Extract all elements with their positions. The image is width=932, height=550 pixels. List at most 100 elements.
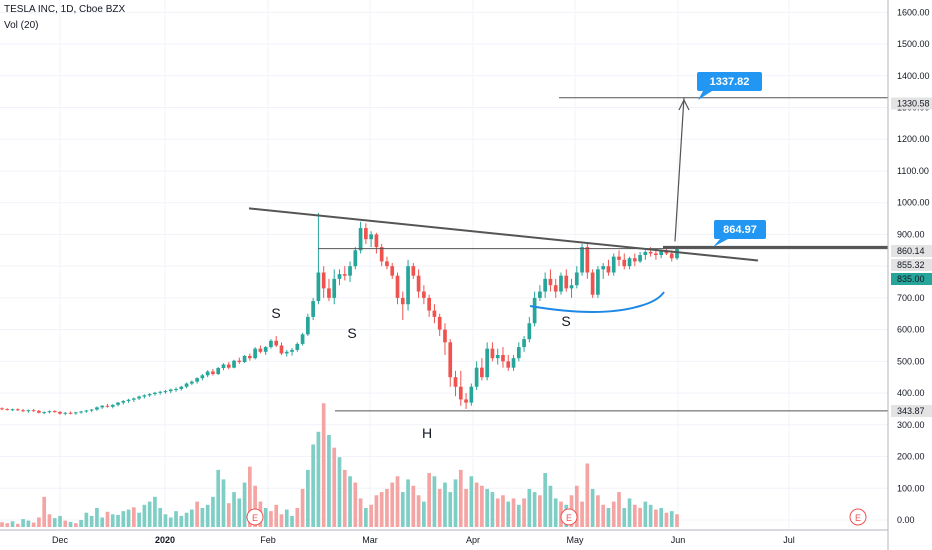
candle-body <box>274 340 279 346</box>
volume-bar <box>306 469 310 527</box>
price-tag-label: 343.87 <box>897 406 925 416</box>
candle-body <box>416 275 421 292</box>
candle-body <box>95 407 99 410</box>
candle-body <box>469 386 474 403</box>
volume-bar <box>89 515 94 527</box>
candle-body <box>290 349 294 352</box>
volume-bar <box>638 507 642 527</box>
candle-body <box>411 266 416 276</box>
volume-bar <box>284 509 289 527</box>
volume-bar <box>211 496 215 527</box>
volume-bar <box>42 496 47 527</box>
candle-body <box>406 266 410 305</box>
candle-body <box>158 391 163 393</box>
candle-body <box>226 364 231 368</box>
candle-body <box>553 285 558 292</box>
candle-body <box>248 355 252 359</box>
volume-bar <box>495 498 500 527</box>
candle-body <box>432 310 437 317</box>
volume-bar <box>464 488 468 527</box>
candle-body <box>353 250 358 267</box>
volume-bar <box>337 457 342 527</box>
volume-bar <box>137 512 141 527</box>
price-tick: 1500.00 <box>897 39 930 49</box>
candle-body <box>300 334 305 344</box>
candle-body <box>147 394 152 396</box>
volume-bar <box>290 515 294 527</box>
target-arrowhead <box>678 98 690 111</box>
candle-body <box>559 275 563 292</box>
candle-body <box>15 409 20 411</box>
candle-body <box>163 391 168 393</box>
volume-bar <box>664 512 669 527</box>
volume-bar <box>100 517 105 527</box>
candle-body <box>89 409 94 411</box>
volume-bar <box>622 507 627 527</box>
candle-body <box>237 360 242 362</box>
candle-body <box>495 355 500 359</box>
volume-bar <box>274 504 279 527</box>
price-tag-label: 860.14 <box>897 246 925 256</box>
candle-body <box>606 266 611 273</box>
candle-body <box>126 399 131 402</box>
volume-bar <box>527 488 532 527</box>
volume-bar <box>406 479 410 527</box>
candle-body <box>52 411 57 413</box>
price-tick: 200.00 <box>897 452 925 462</box>
price-tick: 500.00 <box>897 356 925 366</box>
candle-body <box>638 255 642 262</box>
candle-body <box>68 412 73 414</box>
volume-bar <box>501 495 505 527</box>
candle-body <box>84 410 89 412</box>
candle-body <box>654 253 658 256</box>
price-tick: 1400.00 <box>897 71 930 81</box>
candle-body <box>669 253 674 259</box>
candle-body <box>648 251 653 254</box>
price-tick: 1000.00 <box>897 198 930 208</box>
candle-body <box>622 259 627 267</box>
candle-body <box>369 234 373 240</box>
volume-bar <box>163 514 168 527</box>
volume-bar <box>390 482 395 527</box>
volume-bar <box>47 514 52 527</box>
volume-bar <box>68 521 73 527</box>
price-callout-label: 1337.82 <box>710 76 750 88</box>
price-tick: 1200.00 <box>897 134 930 144</box>
candle-body <box>464 399 468 403</box>
volume-bar <box>121 511 126 527</box>
volume-bar <box>516 504 521 527</box>
candle-body <box>211 371 215 375</box>
candle-body <box>253 348 257 359</box>
time-tick: Jun <box>671 535 686 545</box>
volume-bar <box>342 469 347 527</box>
volume-bar <box>79 520 83 527</box>
volume-bar <box>506 501 511 527</box>
candle-body <box>200 375 205 379</box>
volume-bar <box>443 482 447 527</box>
candle-body <box>659 250 664 256</box>
candle-body <box>269 340 273 348</box>
volume-bar <box>84 512 89 527</box>
candle-body <box>21 410 25 412</box>
volume-bar <box>617 492 621 527</box>
volume-bar <box>490 492 495 527</box>
time-tick: Apr <box>466 535 480 545</box>
volume-bar <box>611 501 616 527</box>
candle-body <box>675 248 679 259</box>
candle-body <box>279 345 284 354</box>
candle-body <box>358 228 363 251</box>
candle-body <box>137 396 141 399</box>
candle-body <box>443 329 447 343</box>
candle-body <box>337 274 342 279</box>
candle-body <box>395 275 400 298</box>
volume-bar <box>358 498 363 527</box>
volume-bar <box>232 492 236 527</box>
candle-body <box>131 398 136 400</box>
volume-bar <box>189 509 194 527</box>
candle-body <box>490 348 495 359</box>
candle-body <box>601 266 606 270</box>
candle-body <box>596 269 600 295</box>
volume-bar <box>253 485 257 527</box>
earnings-marker <box>246 508 264 526</box>
